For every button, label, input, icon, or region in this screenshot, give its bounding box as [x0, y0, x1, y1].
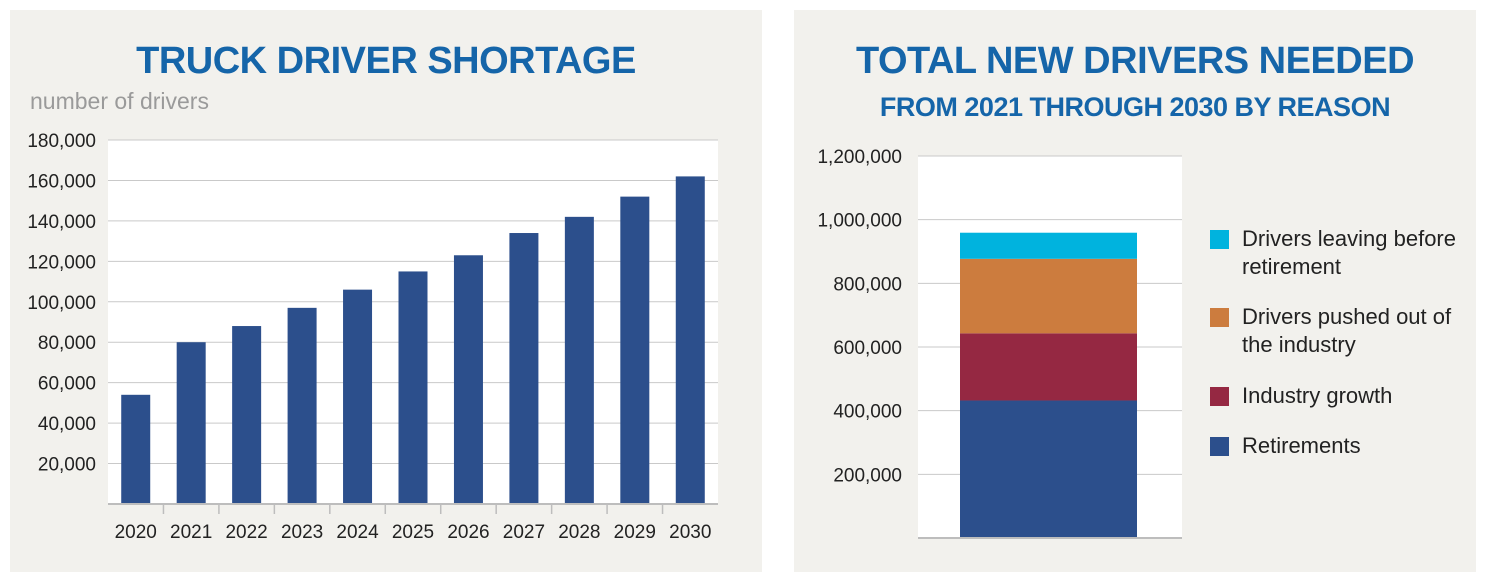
y-tick-label: 20,000 — [38, 455, 96, 476]
y-tick-label: 400,000 — [833, 402, 902, 423]
stack-segment-retirements — [960, 400, 1137, 538]
x-tick-label: 2028 — [558, 522, 600, 543]
bar-2029 — [620, 196, 650, 504]
x-tick-label: 2027 — [503, 522, 545, 543]
x-tick-label: 2021 — [170, 522, 212, 543]
legend-label: Drivers leaving before retirement — [1242, 226, 1456, 279]
y-tick-label: 600,000 — [833, 338, 902, 359]
y-tick-label: 60,000 — [38, 374, 96, 395]
stack-segment-drivers-pushed-out-of-the-industry — [960, 258, 1137, 334]
bar-2023 — [287, 307, 317, 504]
stacked-bar-chart: 200,000 400,000 600,000 800,000 1,000,000 1,2… — [817, 147, 1182, 539]
bar-2021 — [176, 342, 206, 504]
legend-swatch — [1210, 230, 1229, 249]
y-tick-label: 800,000 — [833, 274, 902, 295]
x-tick-label: 2025 — [392, 522, 434, 543]
y-tick-label: 40,000 — [38, 414, 96, 435]
bar-2028 — [564, 216, 594, 504]
legend-label: Drivers pushed out of the industry — [1242, 304, 1452, 357]
legend-item: Drivers leaving before retirement — [1210, 225, 1457, 281]
legend-swatch — [1210, 308, 1229, 327]
y-tick-label: 200,000 — [833, 465, 902, 486]
x-tick-label: 2026 — [447, 522, 489, 543]
bar-2030 — [675, 176, 705, 504]
y-axis-label: number of drivers — [30, 88, 209, 114]
bar-2026 — [453, 255, 483, 504]
y-tick-label: 1,000,000 — [817, 211, 902, 232]
legend-item: Drivers pushed out of the industry — [1210, 303, 1457, 359]
x-tick-label: 2022 — [225, 522, 267, 543]
legend-item: Retirements — [1210, 432, 1457, 460]
bar-2024 — [343, 289, 373, 504]
y-tick-label: 180,000 — [27, 131, 96, 152]
driver-shortage-panel: TRUCK DRIVER SHORTAGE number of drivers … — [10, 10, 762, 572]
bar-2020 — [121, 394, 151, 504]
y-tick-label: 80,000 — [38, 333, 96, 354]
y-tick-label: 120,000 — [27, 252, 96, 273]
x-tick-label: 2023 — [281, 522, 323, 543]
legend-label: Retirements — [1242, 433, 1361, 458]
chart-title: TOTAL NEW DRIVERS NEEDED — [855, 40, 1415, 82]
new-drivers-panel: TOTAL NEW DRIVERS NEEDED FROM 2021 THROU… — [794, 10, 1476, 572]
y-tick-label: 1,200,000 — [817, 147, 902, 168]
y-tick-label: 100,000 — [27, 293, 96, 314]
shortage-bar-chart: 20,000 40,000 60,000 80,000 100,000 120,000 14… — [27, 131, 718, 543]
legend-swatch — [1210, 387, 1229, 406]
stack-segment-industry-growth — [960, 333, 1137, 401]
legend-swatch — [1210, 437, 1229, 456]
chart-subtitle: FROM 2021 THROUGH 2030 BY REASON — [879, 92, 1391, 122]
x-tick-label: 2029 — [614, 522, 656, 543]
bar-2025 — [398, 271, 428, 504]
bar-2027 — [509, 233, 539, 504]
stack-segment-drivers-leaving-before-retirement — [960, 232, 1137, 259]
bar-2022 — [232, 326, 262, 504]
legend-item: Industry growth — [1210, 382, 1457, 410]
x-tick-label: 2030 — [669, 522, 711, 543]
y-tick-label: 140,000 — [27, 212, 96, 233]
y-tick-label: 160,000 — [27, 171, 96, 192]
x-tick-label: 2024 — [336, 522, 379, 543]
x-tick-label: 2020 — [115, 522, 157, 543]
legend-label: Industry growth — [1242, 383, 1393, 408]
chart-title: TRUCK DRIVER SHORTAGE — [136, 40, 636, 82]
